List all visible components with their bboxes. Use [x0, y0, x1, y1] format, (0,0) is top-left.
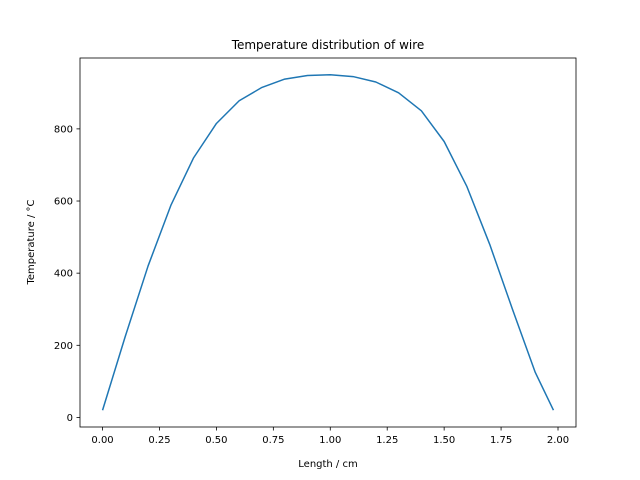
- plot-area: [101, 74, 555, 411]
- y-tick-label: 600: [54, 197, 73, 208]
- x-tick-label: 1.50: [433, 435, 455, 446]
- chart-title: Temperature distribution of wire: [231, 38, 425, 52]
- axes-frame: [79, 57, 577, 428]
- axes: 0.00 0.25 0.50 0.75 1.00 1.25 1.50 1.75 2.00 0 200…: [54, 57, 577, 446]
- y-axis-label: Temperature / °C: [26, 199, 37, 285]
- x-tick-label: 0.50: [205, 435, 227, 446]
- x-tick-label: 1.75: [490, 435, 512, 446]
- series-line-0: [101, 74, 555, 411]
- x-tick-label: 1.25: [376, 435, 398, 446]
- x-tick-label: 1.00: [319, 435, 341, 446]
- x-tick-label: 0.75: [262, 435, 284, 446]
- y-tick-label: 400: [54, 269, 73, 280]
- y-tick-label: 800: [54, 124, 73, 135]
- x-tick-label: 0.00: [91, 435, 113, 446]
- x-axis-label: Length / cm: [298, 459, 357, 470]
- y-tick-label: 200: [54, 341, 73, 352]
- y-tick-label: 0: [67, 413, 73, 424]
- x-tick-label: 2.00: [547, 435, 569, 446]
- x-tick-label: 0.25: [148, 435, 170, 446]
